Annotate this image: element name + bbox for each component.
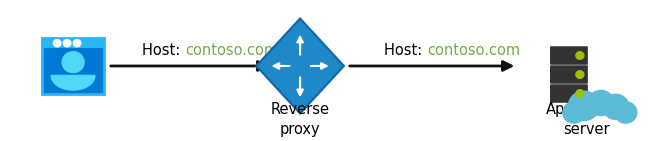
Circle shape bbox=[576, 71, 584, 78]
Circle shape bbox=[568, 91, 599, 121]
Text: contoso.com: contoso.com bbox=[185, 43, 278, 58]
FancyBboxPatch shape bbox=[42, 38, 104, 48]
Polygon shape bbox=[51, 75, 95, 90]
FancyBboxPatch shape bbox=[550, 46, 588, 65]
Text: Host:: Host: bbox=[384, 43, 427, 58]
FancyBboxPatch shape bbox=[550, 65, 588, 84]
Circle shape bbox=[64, 40, 71, 47]
Text: Application
server: Application server bbox=[546, 102, 628, 136]
Circle shape bbox=[576, 90, 584, 97]
Circle shape bbox=[62, 52, 84, 73]
Circle shape bbox=[588, 91, 614, 115]
Polygon shape bbox=[257, 18, 344, 114]
Circle shape bbox=[53, 40, 61, 47]
Circle shape bbox=[603, 94, 629, 119]
FancyBboxPatch shape bbox=[550, 84, 588, 103]
Circle shape bbox=[576, 52, 584, 59]
Text: Reverse
proxy: Reverse proxy bbox=[271, 102, 330, 136]
FancyBboxPatch shape bbox=[42, 38, 104, 93]
Text: contoso.com: contoso.com bbox=[427, 43, 520, 58]
Circle shape bbox=[563, 102, 585, 123]
Text: Host:: Host: bbox=[142, 43, 185, 58]
Circle shape bbox=[73, 40, 81, 47]
Circle shape bbox=[614, 102, 637, 123]
